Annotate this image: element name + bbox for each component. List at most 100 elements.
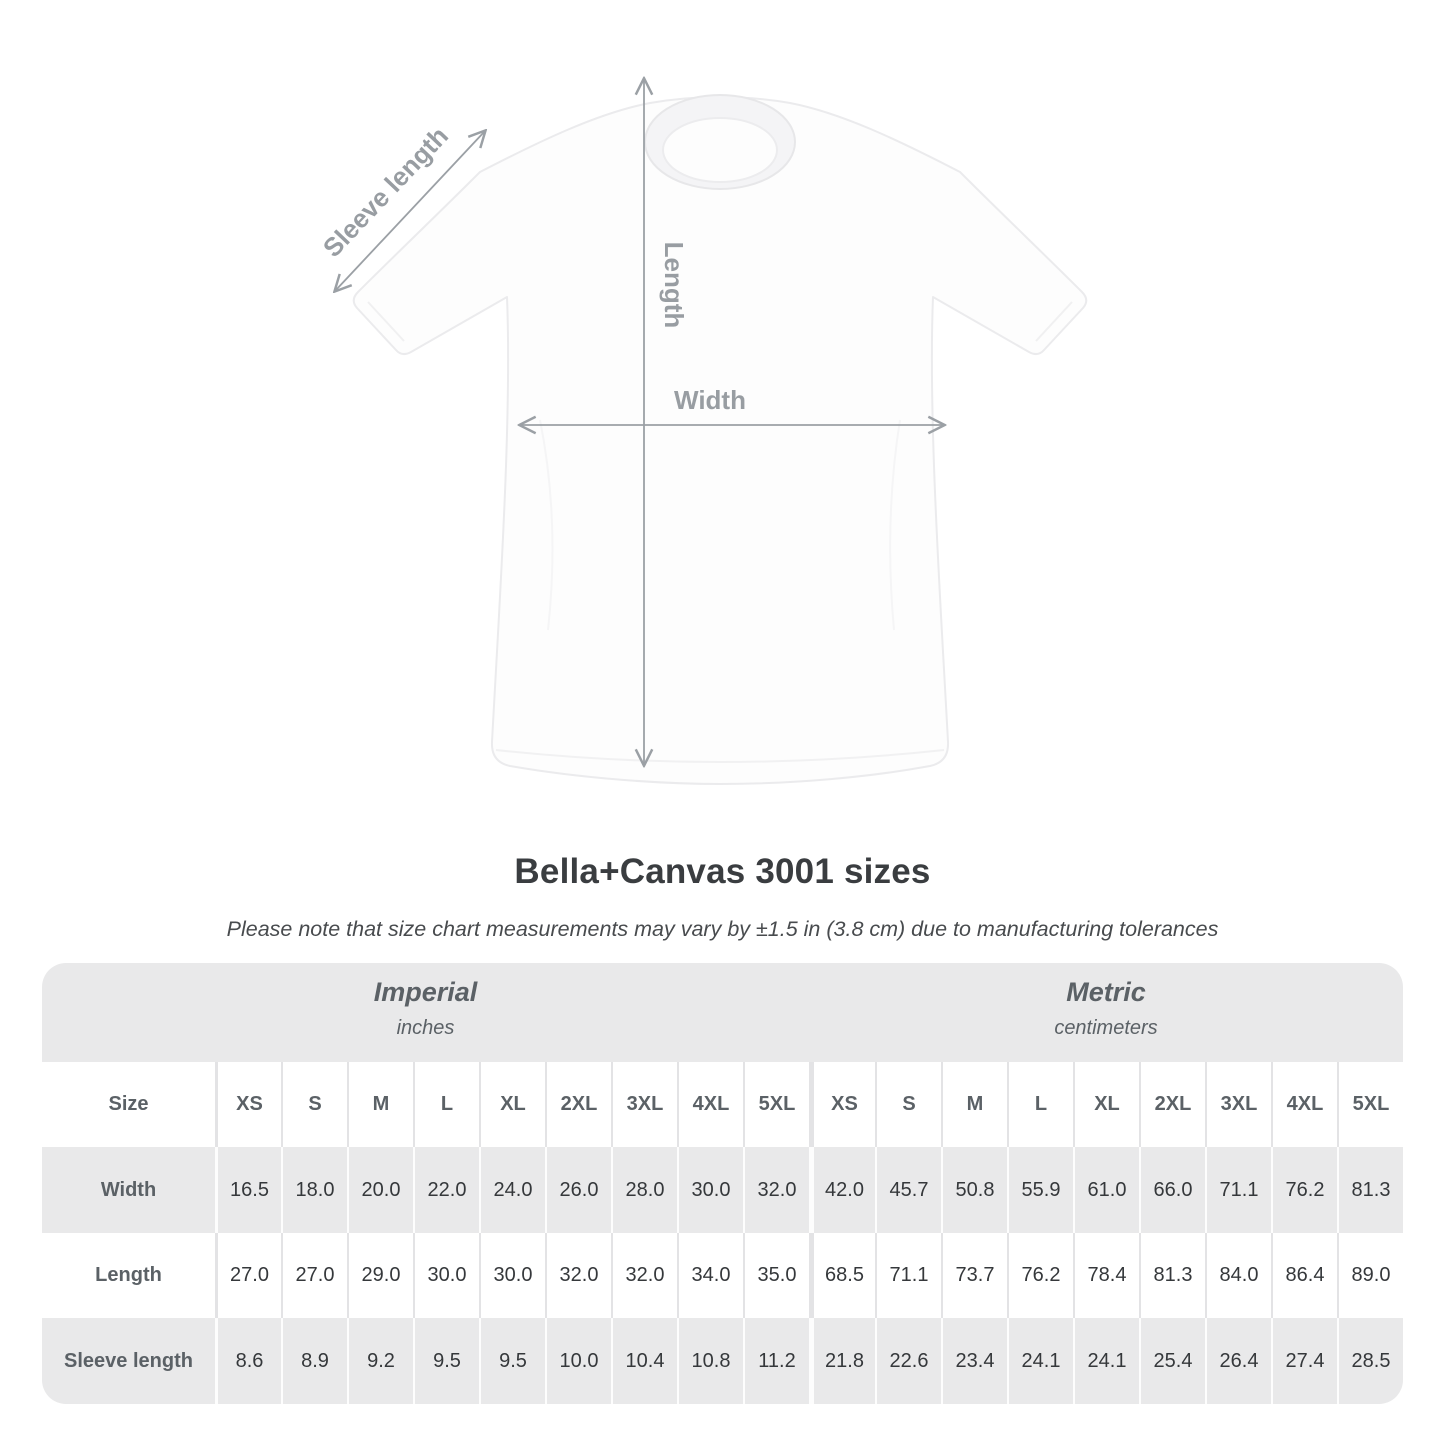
row-label: Width <box>100 1178 157 1201</box>
measurement-cell: 8.6 <box>215 1318 281 1404</box>
measurement-cell: 27.4 <box>1271 1318 1337 1404</box>
measurement-cell: 8.9 <box>281 1318 347 1404</box>
measurement-cell: 32.0 <box>743 1147 809 1233</box>
imperial-header: Imperial inches <box>42 963 809 1062</box>
measurement-cell: 9.5 <box>413 1318 479 1404</box>
sleeve-length-arrow <box>335 131 485 291</box>
measurement-cell: 26.4 <box>1205 1318 1271 1404</box>
width-label: Width <box>674 385 746 415</box>
size-col-header: XS <box>809 1062 875 1147</box>
size-col-header: XL <box>479 1062 545 1147</box>
measurement-cell: 29.0 <box>347 1233 413 1318</box>
measurement-cell: 24.1 <box>1007 1318 1073 1404</box>
measurement-cell: 21.8 <box>809 1318 875 1404</box>
measurement-cell: 35.0 <box>743 1233 809 1318</box>
measurement-cell: 28.0 <box>611 1147 677 1233</box>
size-col-header: 3XL <box>1205 1062 1271 1147</box>
size-col-header: S <box>281 1062 347 1147</box>
collar-inner <box>662 117 778 183</box>
size-header-row: Size XS S M L XL 2XL 3XL 4XL 5XL XS S M L XL 2XL 3XL 4XL… <box>42 1062 1403 1147</box>
right-cuff-seam <box>1035 301 1073 342</box>
tshirt-illustration <box>352 94 1088 785</box>
fabric-wrinkle <box>539 419 554 631</box>
measurement-arrows <box>335 79 944 765</box>
measurement-cell: 24.0 <box>479 1147 545 1233</box>
metric-unit: centimeters <box>1054 1017 1158 1039</box>
measurement-cell: 61.0 <box>1073 1147 1139 1233</box>
measurement-cell: 32.0 <box>545 1233 611 1318</box>
measurement-cell: 50.8 <box>941 1147 1007 1233</box>
sleeve-length-row: Sleeve length 8.6 8.9 9.2 9.5 9.5 10.0 10.4 10.8… <box>42 1318 1403 1404</box>
size-col-header: M <box>347 1062 413 1147</box>
measurement-cell: 73.7 <box>941 1233 1007 1318</box>
measurement-cell: 24.1 <box>1073 1318 1139 1404</box>
measurement-cell: 16.5 <box>215 1147 281 1233</box>
size-col-header: 3XL <box>611 1062 677 1147</box>
left-cuff-seam <box>367 301 405 342</box>
size-col-header: 2XL <box>1139 1062 1205 1147</box>
measurement-cell: 27.0 <box>281 1233 347 1318</box>
size-col-header: 4XL <box>677 1062 743 1147</box>
page-title: Bella+Canvas 3001 sizes <box>514 852 931 891</box>
width-row: Width 16.5 18.0 20.0 22.0 24.0 26.0 28.0 30.0 32.… <box>42 1147 1403 1233</box>
measurement-cell: 10.4 <box>611 1318 677 1404</box>
fabric-wrinkle <box>889 419 901 631</box>
measurement-cell: 55.9 <box>1007 1147 1073 1233</box>
measurement-cell: 68.5 <box>809 1233 875 1318</box>
measurement-cell: 18.0 <box>281 1147 347 1233</box>
measurement-cell: 45.7 <box>875 1147 941 1233</box>
measurement-cell: 28.5 <box>1337 1318 1403 1404</box>
size-col-header: M <box>941 1062 1007 1147</box>
measurement-cell: 81.3 <box>1139 1233 1205 1318</box>
measurement-cell: 66.0 <box>1139 1147 1205 1233</box>
measurement-cell: 32.0 <box>611 1233 677 1318</box>
measurement-cell: 84.0 <box>1205 1233 1271 1318</box>
measurement-cell: 11.2 <box>743 1318 809 1404</box>
size-col-header: L <box>1007 1062 1073 1147</box>
measurement-cell: 26.0 <box>545 1147 611 1233</box>
measurement-cell: 34.0 <box>677 1233 743 1318</box>
size-col-header: XL <box>1073 1062 1139 1147</box>
measurement-cell: 10.0 <box>545 1318 611 1404</box>
size-col-header: S <box>875 1062 941 1147</box>
measurement-cell: 30.0 <box>413 1233 479 1318</box>
length-row: Length 27.0 27.0 29.0 30.0 30.0 32.0 32.0 34.0 35… <box>42 1233 1403 1318</box>
measurement-cell: 22.6 <box>875 1318 941 1404</box>
size-col-header: L <box>413 1062 479 1147</box>
size-col-header: 5XL <box>1337 1062 1403 1147</box>
size-col-header: XS <box>215 1062 281 1147</box>
measurement-cell: 81.3 <box>1337 1147 1403 1233</box>
measurement-cell: 22.0 <box>413 1147 479 1233</box>
measurement-cell: 20.0 <box>347 1147 413 1233</box>
measurement-cell: 10.8 <box>677 1318 743 1404</box>
unit-header-band: Imperial inches Metric centimeters <box>42 963 1403 1062</box>
metric-title: Metric <box>1066 977 1146 1007</box>
size-column-title: Size <box>108 1093 149 1115</box>
tshirt-measurement-diagram: Sleeve length Length Width <box>317 0 1088 785</box>
length-label: Length <box>659 242 689 329</box>
row-label: Sleeve length <box>64 1349 193 1372</box>
size-table: Imperial inches Metric centimeters Size … <box>42 963 1403 1404</box>
size-col-header: 5XL <box>743 1062 809 1147</box>
measurement-cell: 25.4 <box>1139 1318 1205 1404</box>
imperial-unit: inches <box>396 1017 455 1039</box>
measurement-cell: 23.4 <box>941 1318 1007 1404</box>
measurement-cell: 71.1 <box>875 1233 941 1318</box>
imperial-title: Imperial <box>373 977 478 1007</box>
size-col-header: 2XL <box>545 1062 611 1147</box>
measurement-cell: 86.4 <box>1271 1233 1337 1318</box>
measurement-cell: 30.0 <box>479 1233 545 1318</box>
metric-header: Metric centimeters <box>809 963 1403 1062</box>
tolerance-note: Please note that size chart measurements… <box>226 917 1219 941</box>
measurement-cell: 71.1 <box>1205 1147 1271 1233</box>
measurement-cell: 30.0 <box>677 1147 743 1233</box>
measurement-cell: 27.0 <box>215 1233 281 1318</box>
measurement-cell: 76.2 <box>1271 1147 1337 1233</box>
bottom-hem-seam <box>495 749 945 763</box>
measurement-cell: 78.4 <box>1073 1233 1139 1318</box>
measurement-cell: 89.0 <box>1337 1233 1403 1318</box>
measurement-cell: 9.5 <box>479 1318 545 1404</box>
measurement-cell: 42.0 <box>809 1147 875 1233</box>
measurement-cell: 76.2 <box>1007 1233 1073 1318</box>
